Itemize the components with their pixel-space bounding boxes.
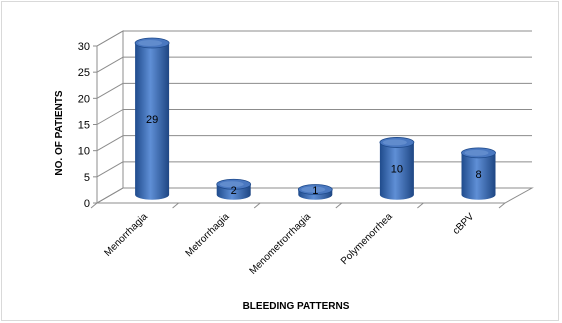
bar-top xyxy=(297,184,333,195)
data-label: 10 xyxy=(391,164,403,176)
data-label: 29 xyxy=(146,114,158,126)
bar-polymenorrhea: 10 xyxy=(379,137,415,200)
x-tick-mark xyxy=(172,202,179,209)
x-axis-ticks: Menorrhagia Metrorrhagia Menometrorrhagia P… xyxy=(90,202,506,277)
bar-top xyxy=(216,178,252,190)
gridline-diagonal xyxy=(96,135,124,152)
y-tick-label: 30 xyxy=(78,41,90,53)
x-category-label: Metrorrhagia xyxy=(184,211,232,259)
gridline-diagonal xyxy=(96,161,124,178)
x-tick-mark xyxy=(90,202,98,209)
bars: 29 2 1 10 8 xyxy=(134,37,496,200)
bar-cbpv: 8 xyxy=(461,147,496,200)
bar-top-highlight xyxy=(464,149,489,156)
data-label: 2 xyxy=(231,185,237,197)
y-tick-label: 15 xyxy=(78,120,90,132)
bar-top xyxy=(461,147,496,159)
gridlines xyxy=(96,30,532,204)
bar-top-highlight xyxy=(219,181,244,188)
bar-top xyxy=(134,37,170,49)
x-tick-mark xyxy=(417,202,424,209)
bar-top-highlight xyxy=(138,39,163,46)
y-axis-ticks: 0 5 10 15 20 25 30 xyxy=(78,41,98,210)
bar-body xyxy=(461,152,496,200)
y-tick-label: 25 xyxy=(78,67,90,79)
data-label: 8 xyxy=(475,169,481,181)
gridline-diagonal xyxy=(96,187,124,204)
x-tick-mark xyxy=(498,202,506,209)
gridline-diagonal xyxy=(96,56,124,73)
x-category-label: Polymenorrhea xyxy=(339,211,395,267)
x-category-label: Menorrhagia xyxy=(102,211,150,259)
bar-top-highlight xyxy=(301,186,326,193)
bar-metrorrhagia: 2 xyxy=(216,178,252,200)
gridline-diagonal xyxy=(96,109,124,125)
y-tick-label: 20 xyxy=(78,93,90,105)
bar-menorrhagia: 29 xyxy=(134,37,170,200)
bar-menometrorrhagia: 1 xyxy=(297,184,333,200)
bar-body xyxy=(379,142,414,200)
bar-top xyxy=(379,137,415,148)
y-axis-title: NO. OF PATIENTS xyxy=(54,90,65,176)
gridline-diagonal xyxy=(96,30,124,47)
y-tick-label: 0 xyxy=(84,198,90,210)
x-tick-mark xyxy=(335,202,343,209)
x-category-label: Menometrorrhagia xyxy=(248,211,314,277)
x-tick-mark xyxy=(253,202,261,209)
data-label: 1 xyxy=(312,185,318,197)
y-tick-label: 5 xyxy=(84,172,90,184)
gridline-diagonal xyxy=(96,82,124,99)
y-tick-label: 10 xyxy=(78,146,90,158)
x-axis-title: BLEEDING PATTERNS xyxy=(243,301,350,312)
x-category-label: cBPV xyxy=(451,211,477,237)
bar-body xyxy=(135,42,170,200)
bar-top-highlight xyxy=(382,139,407,146)
